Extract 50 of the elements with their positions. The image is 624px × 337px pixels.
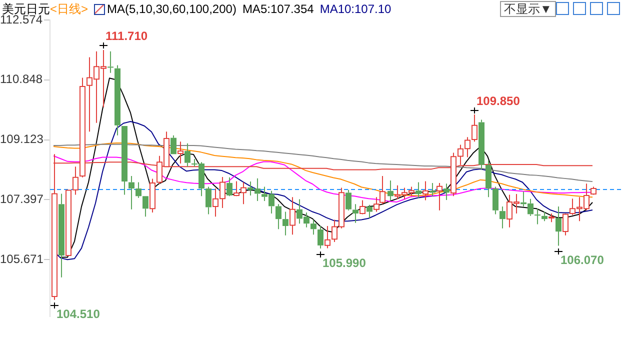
candlestick [534,208,540,225]
text: MA5:107.354 [242,1,314,18]
candlestick [178,141,184,164]
candlestick [472,114,478,142]
candlestick [136,182,142,198]
candlestick [436,182,442,211]
chart-subtitle: <日线> [50,1,88,18]
chart-title: 美元日元 [2,1,50,16]
candlestick [422,180,428,201]
annotation: 105.990 [322,256,366,270]
annotation: 109.850 [476,94,520,108]
candlestick [416,182,422,198]
candlestick [374,196,380,212]
candlestick [352,204,358,224]
candlestick [556,206,562,246]
candlestick [206,186,212,215]
candlestick [444,183,450,200]
annotation: 106.070 [560,252,604,267]
candlestick [324,225,330,249]
candlestick [58,193,64,278]
candlestick [108,50,114,74]
legend-title: MA(5,10,30,60,100,200) [107,1,236,18]
candlestick [142,196,148,218]
candlestick [282,211,288,236]
text: MA10:107.10 [320,1,392,18]
y-tick-label: 107.397 [0,192,44,206]
candlestick [290,196,296,236]
candlestick [170,134,176,154]
candlestick [366,204,372,219]
annotation: 111.710 [106,28,148,43]
candlestick [122,126,128,196]
candlestick [388,180,394,201]
candlestick [492,186,498,215]
candlestick [500,206,506,229]
candlestick [276,204,282,230]
y-tick-label: 110.848 [0,72,43,86]
candlestick [184,142,190,168]
annotation: 104.510 [56,306,100,321]
y-tick-label: 109.123 [0,132,44,146]
candlestick [318,225,324,250]
candlestick [380,176,386,205]
candlestick [128,176,134,210]
candlestick [114,64,120,136]
candlestick [310,219,316,236]
candlestick [346,189,352,211]
text: 不显示▼ [500,1,556,17]
candlestick [486,160,492,198]
y-tick-label: 105.671 [0,252,44,266]
candlestick [478,119,484,170]
candlestick [542,211,548,222]
